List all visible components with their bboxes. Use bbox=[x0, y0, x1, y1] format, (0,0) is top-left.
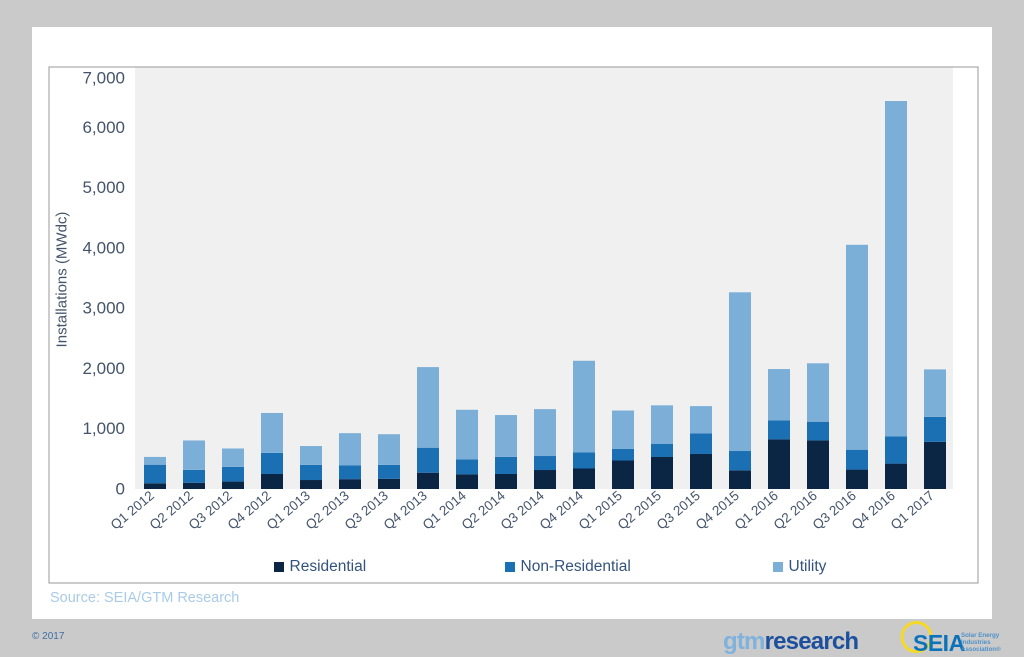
svg-text:3,000: 3,000 bbox=[82, 299, 125, 318]
svg-text:6,000: 6,000 bbox=[82, 118, 125, 137]
svg-text:0: 0 bbox=[116, 480, 125, 499]
svg-text:Q1 2017: Q1 2017 bbox=[888, 488, 937, 533]
svg-text:4,000: 4,000 bbox=[82, 238, 125, 257]
svg-text:5,000: 5,000 bbox=[82, 178, 125, 197]
svg-text:2,000: 2,000 bbox=[82, 359, 125, 378]
svg-text:1,000: 1,000 bbox=[82, 419, 125, 438]
svg-text:7,000: 7,000 bbox=[82, 69, 125, 88]
